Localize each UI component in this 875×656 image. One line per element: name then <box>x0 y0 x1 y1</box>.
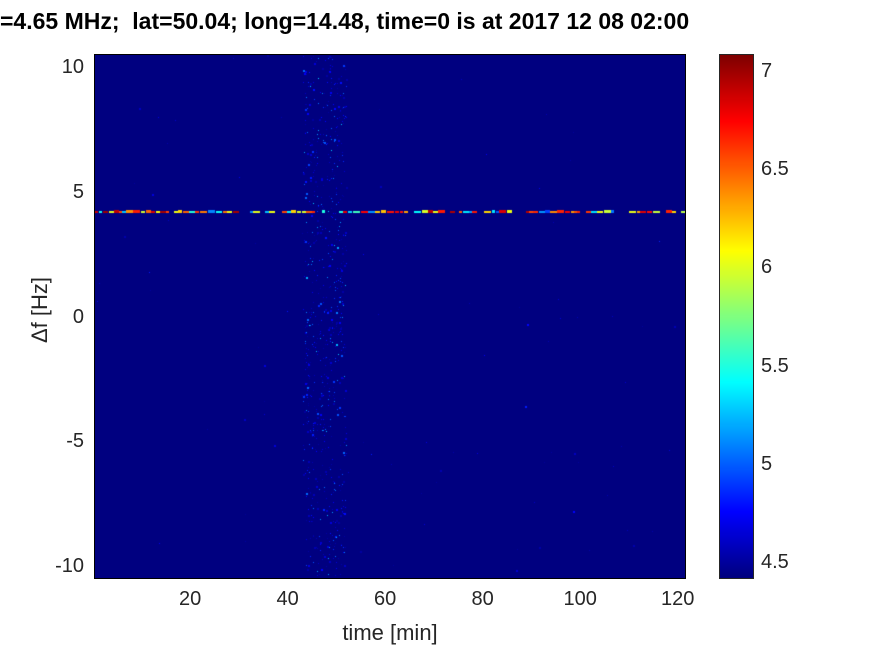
y-axis-label: Δf [Hz] <box>27 276 52 344</box>
chart-title: =4.65 MHz; lat=50.04; long=14.48, time=0… <box>0 8 690 34</box>
colorbar-tick-label: 4.5 <box>761 551 789 574</box>
colorbar-tick-label: 5 <box>761 452 773 475</box>
x-tick-label: 20 <box>178 588 202 610</box>
y-tick-label: -5 <box>66 430 84 453</box>
x-tick-label: 100 <box>563 588 597 610</box>
x-tick-label: 120 <box>660 588 695 610</box>
heatmap-canvas <box>94 54 686 579</box>
x-tick-label: 40 <box>276 588 299 610</box>
x-axis-label: time [min] <box>342 620 438 645</box>
colorbar-tick-label: 6.5 <box>761 158 789 181</box>
colorbar-tick-label: 7 <box>761 59 773 82</box>
y-tick-label: 5 <box>72 180 84 203</box>
colorbar-tick-label: 5.5 <box>761 354 789 377</box>
colorbar-tick-label: 6 <box>761 256 773 279</box>
x-tick-label: 80 <box>471 588 494 610</box>
y-tick-label: 10 <box>61 56 84 79</box>
y-tick-label: -10 <box>55 554 84 577</box>
x-tick-label: 60 <box>373 588 397 610</box>
colorbar-canvas <box>719 54 754 579</box>
